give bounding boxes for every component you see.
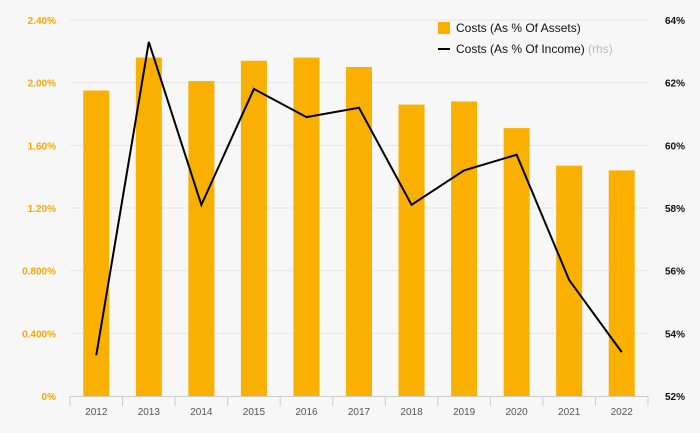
axes: 0% 0.400% 0.800% 1.20% 1.60% 2.00% 2.40% 52% 54%… <box>22 16 685 418</box>
x-axis-tick-label: 2012 <box>85 407 108 418</box>
bar-2014 <box>188 81 215 396</box>
right-axis-tick-label: 62% <box>665 79 685 90</box>
left-axis-tick-label: 1.20% <box>28 204 56 215</box>
bar-2019 <box>451 101 478 396</box>
x-axis-tick-label: 2022 <box>611 407 634 418</box>
right-axis-tick-label: 58% <box>665 204 685 215</box>
x-axis-tick-label: 2018 <box>400 407 423 418</box>
bar-2016 <box>293 57 320 396</box>
left-axis-tick-label: 0% <box>42 392 57 403</box>
legend-label-suffix: (rhs) <box>585 42 613 56</box>
left-axis-tick-label: 2.40% <box>28 16 56 27</box>
legend: Costs (As % Of Assets) Costs (As % Of Inc… <box>438 21 613 56</box>
x-axis-tick-label: 2020 <box>506 407 529 418</box>
bar-2013 <box>135 57 162 396</box>
right-axis-tick-label: 52% <box>665 392 685 403</box>
x-axis-tick-label: 2021 <box>558 407 581 418</box>
x-axis-tick-label: 2017 <box>348 407 371 418</box>
legend-swatch-assets <box>438 22 450 34</box>
left-axis-tick-label: 0.400% <box>22 329 56 340</box>
bar-2012 <box>83 90 110 396</box>
x-axis-tick-label: 2013 <box>138 407 161 418</box>
x-axis-tick-label: 2016 <box>295 407 318 418</box>
x-axis-tick-label: 2015 <box>243 407 266 418</box>
bar-series <box>83 57 635 396</box>
right-axis-tick-label: 64% <box>665 16 685 27</box>
left-axis-tick-label: 0.800% <box>22 267 56 278</box>
legend-label-text: Costs (As % Of Assets) <box>456 21 581 35</box>
legend-label: Costs (As % Of Assets) <box>456 21 581 35</box>
bar-2018 <box>398 104 425 396</box>
legend-label-text: Costs (As % Of Income) <box>456 42 585 56</box>
left-axis-tick-label: 2.00% <box>28 79 56 90</box>
x-axis-tick-label: 2019 <box>453 407 476 418</box>
bar-2015 <box>240 60 267 396</box>
right-axis-tick-label: 60% <box>665 141 685 152</box>
legend-label: Costs (As % Of Income) (rhs) <box>456 42 613 56</box>
right-axis-tick-label: 54% <box>665 329 685 340</box>
line-series <box>95 41 623 356</box>
bar-2020 <box>503 128 530 396</box>
bar-2022 <box>608 170 635 396</box>
right-axis-tick-label: 56% <box>665 267 685 278</box>
bar-2017 <box>346 67 372 396</box>
left-axis-tick-label: 1.60% <box>28 141 56 152</box>
x-axis-tick-label: 2014 <box>190 407 213 418</box>
